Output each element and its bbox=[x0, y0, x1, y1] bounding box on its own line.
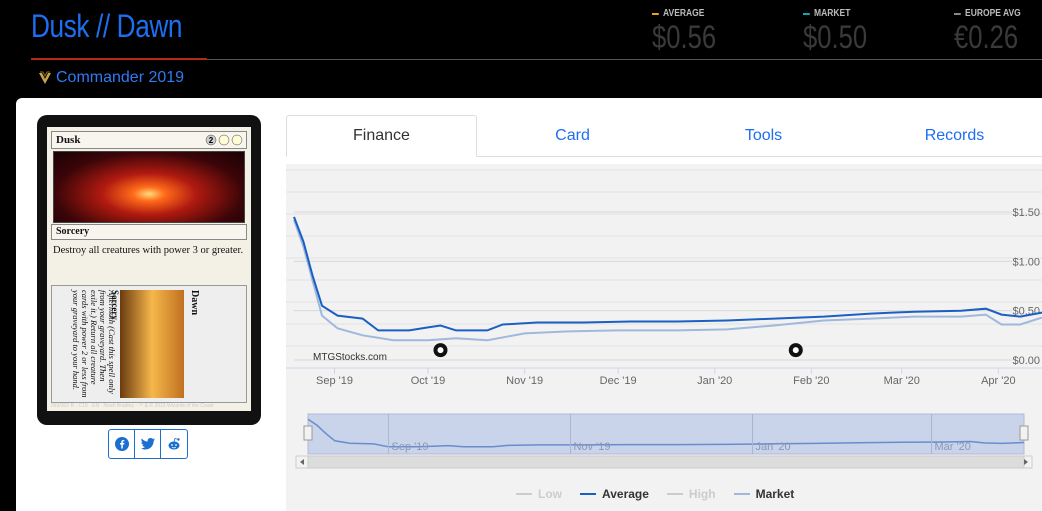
scrollbar-thumb[interactable] bbox=[307, 455, 1025, 469]
title-underline bbox=[31, 58, 207, 60]
header-divider bbox=[207, 59, 1042, 60]
set-link[interactable]: Commander 2019 bbox=[38, 69, 184, 87]
legend-item-low[interactable]: Low bbox=[516, 487, 562, 501]
price-europe-label: EUROPE AVG bbox=[965, 8, 1021, 19]
series-line-average bbox=[293, 216, 1042, 332]
navigator-handle-left[interactable] bbox=[303, 425, 313, 441]
x-tick-label: Sep '19 bbox=[316, 375, 353, 387]
page-title: Dusk // Dawn bbox=[31, 8, 183, 44]
x-tick-label: Dec '19 bbox=[600, 375, 637, 387]
set-symbol-icon bbox=[38, 71, 52, 85]
legend-low-swatch bbox=[516, 493, 532, 495]
card-top-name-text: Dusk bbox=[56, 134, 81, 146]
price-market: MARKET $0.50 bbox=[803, 8, 883, 55]
legend-item-market[interactable]: Market bbox=[733, 487, 795, 501]
price-chart[interactable]: $1.50 $1.00 $0.50 $0.00 Sep '19 Oct '19 Nov '1… bbox=[286, 164, 1042, 511]
y-tick-label: $0.00 bbox=[1012, 355, 1040, 367]
chart-legend: Low Average High Market bbox=[516, 487, 794, 501]
x-tick-label: Oct '19 bbox=[411, 375, 446, 387]
scroll-right-arrow-icon[interactable] bbox=[1024, 459, 1028, 465]
card-face-top-name: Dusk 2 bbox=[51, 131, 247, 149]
card-frame: Dusk 2 Sorcery Destroy all creatures wit… bbox=[47, 127, 251, 411]
europe-swatch bbox=[954, 12, 961, 15]
price-average-label: AVERAGE bbox=[663, 8, 705, 19]
set-name: Commander 2019 bbox=[56, 69, 185, 86]
price-market-value: $0.50 bbox=[803, 19, 868, 55]
x-tick-label: Jan '20 bbox=[697, 375, 732, 387]
card-bottom-art bbox=[120, 290, 184, 398]
legend-high-swatch bbox=[666, 493, 683, 495]
legend-low-label: Low bbox=[538, 487, 562, 501]
y-tick-label: $1.00 bbox=[1012, 256, 1040, 268]
mana-cost-icon: 2 bbox=[205, 134, 243, 149]
card-top-art bbox=[53, 151, 245, 223]
legend-average-label: Average bbox=[602, 487, 649, 501]
card-face-bottom-type: Sorcery bbox=[110, 290, 120, 320]
market-swatch bbox=[803, 12, 810, 15]
twitter-share-button[interactable] bbox=[135, 430, 161, 458]
twitter-icon bbox=[140, 438, 155, 450]
tab-bar: Finance Card Tools Records bbox=[286, 115, 1042, 157]
price-market-label: MARKET bbox=[814, 8, 851, 19]
event-marker-dot bbox=[437, 347, 444, 354]
svg-text:2: 2 bbox=[209, 136, 214, 145]
price-average: AVERAGE $0.56 bbox=[652, 8, 732, 55]
reddit-icon bbox=[168, 438, 180, 450]
y-tick-label: $1.50 bbox=[1012, 207, 1040, 219]
x-tick-label: Mar '20 bbox=[884, 375, 920, 387]
share-buttons bbox=[108, 429, 188, 459]
tab-tools[interactable]: Tools bbox=[744, 127, 783, 144]
price-europe: EUROPE AVG €0.26 bbox=[954, 8, 1034, 55]
x-tick-label: Nov '19 bbox=[506, 375, 543, 387]
card-face-bottom-name: Dawn bbox=[189, 290, 200, 316]
navigator-tick-label: Jan '20 bbox=[756, 441, 791, 453]
facebook-share-button[interactable] bbox=[109, 430, 135, 458]
navigator-tick-label: Nov '19 bbox=[574, 441, 611, 453]
average-swatch bbox=[652, 12, 659, 15]
card-face-bottom: Aftermath (Cast this spell only from you… bbox=[51, 285, 247, 403]
card-image: Dusk 2 Sorcery Destroy all creatures wit… bbox=[37, 115, 261, 425]
navigator-tick-label: Mar '20 bbox=[935, 441, 971, 453]
card-footer: 063/302 R · C19 · EN · Noah Bradley · ™ … bbox=[51, 403, 214, 409]
chart-credit: MTGStocks.com bbox=[313, 352, 387, 363]
legend-item-average[interactable]: Average bbox=[580, 487, 649, 501]
main-panel: Dusk 2 Sorcery Destroy all creatures wit… bbox=[16, 98, 1042, 511]
legend-average-swatch bbox=[580, 493, 596, 495]
legend-market-swatch bbox=[733, 493, 750, 495]
navigator-tick-label: Sep '19 bbox=[392, 441, 429, 453]
series-line-market bbox=[293, 219, 1042, 342]
facebook-icon bbox=[114, 437, 129, 451]
legend-item-high[interactable]: High bbox=[666, 487, 716, 501]
price-europe-value: €0.26 bbox=[954, 19, 1019, 55]
legend-market-label: Market bbox=[755, 487, 795, 501]
card-face-top-type: Sorcery bbox=[51, 224, 247, 240]
x-tick-label: Apr '20 bbox=[981, 375, 1016, 387]
navigator-handle-right[interactable] bbox=[1019, 425, 1029, 441]
x-tick-label: Feb '20 bbox=[793, 375, 829, 387]
legend-high-label: High bbox=[688, 487, 716, 501]
tab-records[interactable]: Records bbox=[924, 127, 985, 144]
tab-finance[interactable]: Finance bbox=[286, 115, 477, 157]
price-average-value: $0.56 bbox=[652, 19, 717, 55]
tab-card[interactable]: Card bbox=[555, 127, 590, 144]
event-marker-dot bbox=[792, 347, 799, 354]
scroll-left-arrow-icon[interactable] bbox=[300, 459, 304, 465]
reddit-share-button[interactable] bbox=[161, 430, 187, 458]
page-header: Dusk // Dawn Commander 2019 AVERAGE $0.5… bbox=[0, 0, 1042, 98]
card-face-top-text: Destroy all creatures with power 3 or gr… bbox=[53, 245, 244, 256]
